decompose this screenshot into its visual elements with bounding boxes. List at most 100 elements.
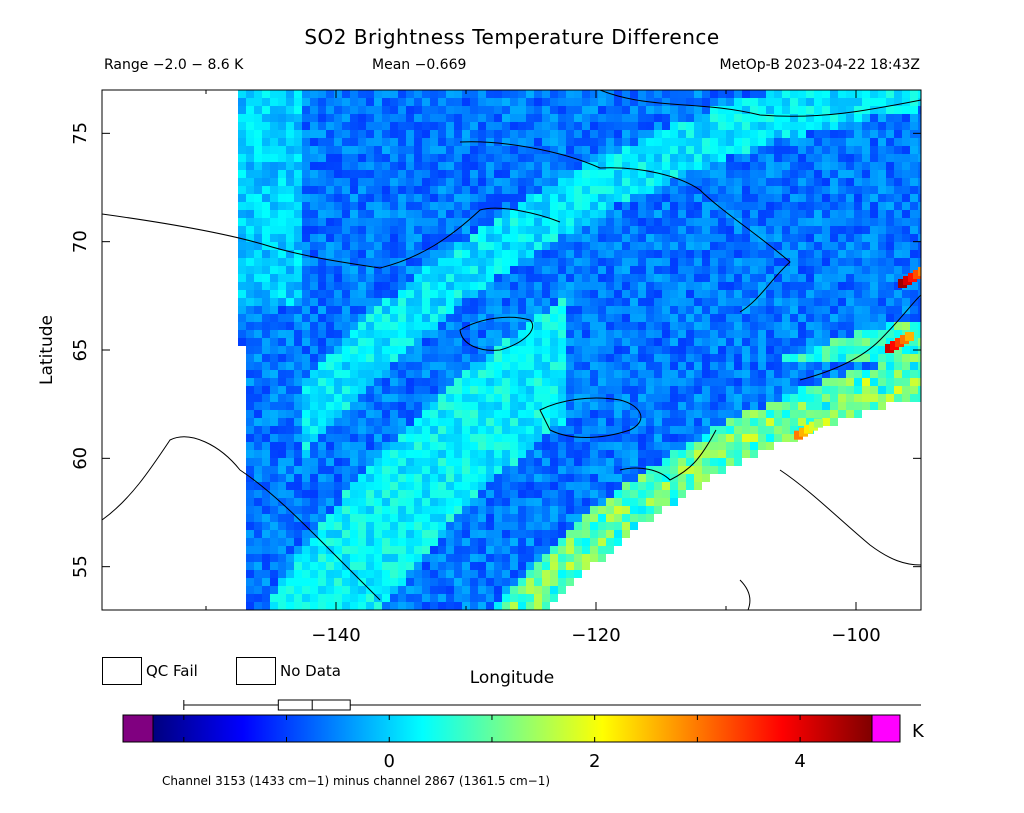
- heatmap-cell: [390, 514, 398, 522]
- heatmap-cell: [446, 170, 454, 178]
- heatmap-cell: [398, 386, 406, 394]
- heatmap-cell: [446, 498, 454, 506]
- hotspot-cell-2: [898, 279, 907, 288]
- heatmap-cell: [278, 426, 286, 434]
- heatmap-cell: [270, 98, 278, 106]
- heatmap-cell: [758, 170, 766, 178]
- heatmap-cell: [710, 314, 718, 322]
- heatmap-cell: [454, 498, 462, 506]
- heatmap-cell: [838, 290, 846, 298]
- heatmap-cell: [846, 378, 854, 386]
- heatmap-cell: [758, 362, 766, 370]
- heatmap-cell: [486, 506, 494, 514]
- heatmap-cell: [718, 170, 726, 178]
- heatmap-cell: [422, 298, 430, 306]
- heatmap-cell: [486, 242, 494, 250]
- heatmap-cell: [462, 306, 470, 314]
- heatmap-cell: [526, 330, 534, 338]
- heatmap-cell: [718, 354, 726, 362]
- heatmap-cell: [606, 274, 614, 282]
- heatmap-cell: [526, 498, 534, 506]
- heatmap-cell: [478, 506, 486, 514]
- heatmap-cell: [638, 114, 646, 122]
- heatmap-cell: [246, 242, 254, 250]
- heatmap-cell: [318, 514, 326, 522]
- heatmap-cell: [334, 242, 342, 250]
- heatmap-cell: [518, 434, 526, 442]
- heatmap-cell: [662, 306, 670, 314]
- heatmap-cell: [558, 250, 566, 258]
- heatmap-cell: [622, 490, 630, 498]
- heatmap-cell: [750, 266, 758, 274]
- heatmap-cell: [278, 218, 286, 226]
- heatmap-cell: [886, 226, 894, 234]
- heatmap-cell: [454, 570, 462, 578]
- heatmap-cell: [438, 162, 446, 170]
- heatmap-cell: [302, 506, 310, 514]
- heatmap-cell: [366, 378, 374, 386]
- heatmap-cell: [238, 298, 246, 306]
- heatmap-cell: [310, 234, 318, 242]
- heatmap-cell: [822, 338, 830, 346]
- heatmap-cell: [390, 546, 398, 554]
- heatmap-cell: [654, 178, 662, 186]
- heatmap-cell: [870, 218, 878, 226]
- heatmap-cell: [902, 394, 910, 402]
- heatmap-cell: [550, 178, 558, 186]
- heatmap-cell: [310, 130, 318, 138]
- heatmap-cell: [462, 250, 470, 258]
- heatmap-cell: [350, 314, 358, 322]
- heatmap-cell: [486, 250, 494, 258]
- heatmap-cell: [334, 578, 342, 586]
- heatmap-cell: [494, 490, 502, 498]
- heatmap-cell: [670, 218, 678, 226]
- heatmap-cell: [806, 410, 814, 418]
- heatmap-cell: [606, 378, 614, 386]
- heatmap-cell: [918, 122, 921, 130]
- heatmap-cell: [462, 586, 470, 594]
- heatmap-cell: [654, 154, 662, 162]
- heatmap-cell: [454, 186, 462, 194]
- heatmap-cell: [262, 378, 270, 386]
- heatmap-cell: [382, 418, 390, 426]
- heatmap-cell: [278, 266, 286, 274]
- heatmap-cell: [502, 402, 510, 410]
- heatmap-cell: [598, 426, 606, 434]
- heatmap-cell: [510, 154, 518, 162]
- heatmap-cell: [470, 522, 478, 530]
- heatmap-cell: [750, 442, 758, 450]
- heatmap-cell: [486, 514, 494, 522]
- heatmap-cell: [366, 338, 374, 346]
- heatmap-cell: [246, 362, 254, 370]
- heatmap-cell: [390, 130, 398, 138]
- heatmap-cell: [686, 210, 694, 218]
- heatmap-cell: [254, 378, 262, 386]
- heatmap-cell: [806, 114, 814, 122]
- heatmap-cell: [510, 330, 518, 338]
- heatmap-cell: [718, 274, 726, 282]
- heatmap-cell: [638, 186, 646, 194]
- heatmap-cell: [638, 394, 646, 402]
- heatmap-cell: [630, 114, 638, 122]
- heatmap-cell: [446, 578, 454, 586]
- heatmap-cell: [670, 386, 678, 394]
- heatmap-cell: [702, 186, 710, 194]
- heatmap-cell: [358, 506, 366, 514]
- heatmap-cell: [350, 362, 358, 370]
- heatmap-cell: [318, 322, 326, 330]
- heatmap-cell: [326, 426, 334, 434]
- heatmap-cell: [294, 266, 302, 274]
- heatmap-cell: [542, 458, 550, 466]
- heatmap-cell: [670, 202, 678, 210]
- heatmap-cell: [446, 202, 454, 210]
- heatmap-cell: [678, 410, 686, 418]
- heatmap-cell: [550, 378, 558, 386]
- heatmap-cell: [366, 434, 374, 442]
- heatmap-cell: [550, 242, 558, 250]
- heatmap-cell: [678, 202, 686, 210]
- heatmap-cell: [638, 418, 646, 426]
- heatmap-cell: [494, 530, 502, 538]
- heatmap-cell: [718, 322, 726, 330]
- heatmap-cell: [686, 434, 694, 442]
- heatmap-cell: [750, 98, 758, 106]
